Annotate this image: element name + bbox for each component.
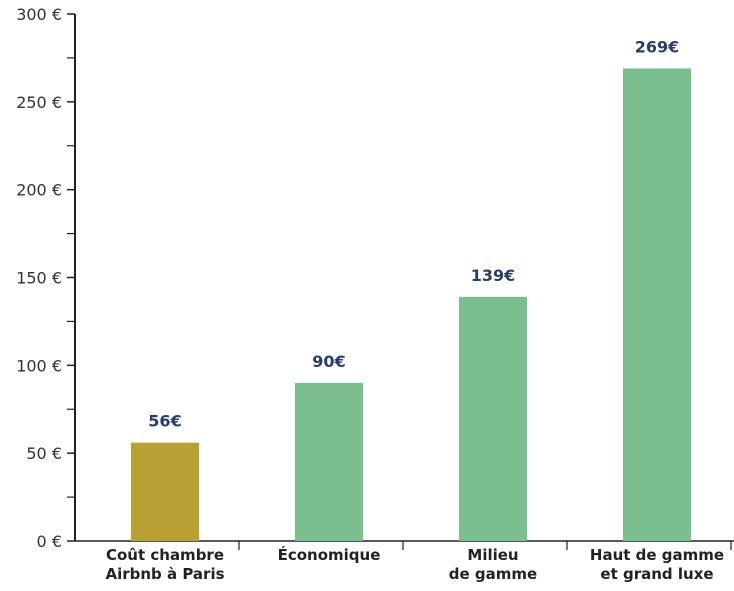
x-category-label: de gamme [449, 565, 537, 583]
x-category-label: Haut de gamme [590, 546, 724, 564]
x-category-label: et grand luxe [600, 565, 713, 583]
bars [131, 68, 691, 541]
y-tick-label: 50 € [26, 444, 62, 463]
bar [623, 68, 691, 541]
bar-value-label: 56€ [148, 412, 181, 431]
bar [295, 382, 363, 541]
y-axis: 0 € 50 € 100 € 150 € 200 € 250 € 300 € [16, 5, 76, 551]
y-tick-label: 250 € [16, 93, 62, 112]
bar-value-label: 139€ [471, 266, 516, 285]
bar-value-label: 269€ [635, 37, 680, 56]
x-category-label: Milieu [467, 546, 518, 564]
x-category-label: Coût chambre [106, 546, 224, 564]
y-tick-label: 0 € [37, 532, 62, 551]
y-tick-label: 300 € [16, 5, 62, 24]
bar [131, 442, 199, 541]
x-category-label: Airbnb à Paris [105, 565, 224, 583]
y-tick-label: 200 € [16, 181, 62, 200]
y-tick-label: 150 € [16, 269, 62, 288]
bar [459, 296, 527, 541]
y-tick-label: 100 € [16, 356, 62, 375]
x-category-label: Économique [278, 545, 381, 564]
value-labels: 56€ 90€ 139€ 269€ [148, 37, 679, 430]
bar-value-label: 90€ [312, 352, 345, 371]
